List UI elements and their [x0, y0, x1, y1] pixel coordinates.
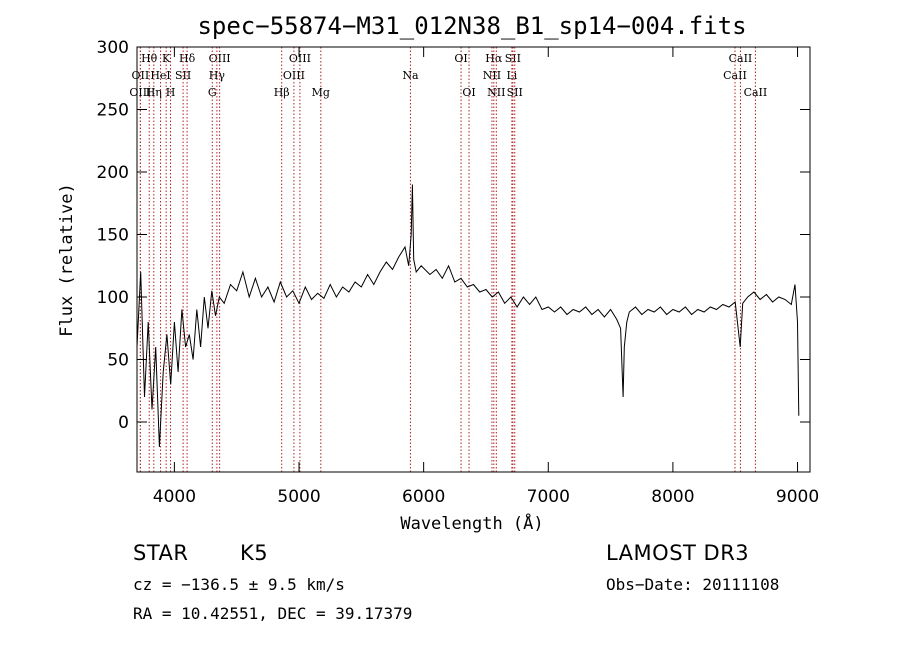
- line-label: Na: [402, 69, 419, 82]
- line-label: CaII: [723, 69, 747, 82]
- line-label: Hη: [146, 86, 162, 99]
- line-label: OI: [454, 52, 467, 65]
- y-tick-label: 300: [97, 38, 129, 58]
- line-label: OI: [462, 86, 475, 99]
- y-tick-label: 250: [97, 101, 129, 121]
- x-tick-label: 7000: [527, 487, 570, 507]
- object-subclass: K5: [240, 541, 269, 565]
- line-label: Li: [506, 69, 517, 82]
- line-label: SII: [507, 86, 523, 99]
- line-label: K: [162, 52, 171, 65]
- y-tick-label: 0: [118, 413, 129, 433]
- y-tick-label: 150: [97, 226, 129, 246]
- ra-dec: RA = 10.42551, DEC = 39.17379: [133, 604, 413, 623]
- x-axis-label: Wavelength (Å): [400, 512, 543, 534]
- line-label: Hθ: [141, 52, 158, 65]
- line-label: Hβ: [274, 86, 290, 99]
- survey-name: LAMOST DR3: [606, 541, 750, 565]
- plot-frame: [136, 46, 811, 473]
- spectrum-line: [136, 184, 800, 448]
- line-label: CaII: [729, 52, 753, 65]
- line-label: H: [166, 86, 176, 99]
- y-tick-label: 100: [97, 288, 129, 308]
- line-label: OIII: [289, 52, 311, 65]
- line-label: OIII: [283, 69, 305, 82]
- y-tick-label: 50: [107, 351, 129, 371]
- line-label: CaII: [744, 86, 768, 99]
- x-tick-label: 8000: [651, 487, 694, 507]
- observation-date: Obs−Date: 20111108: [606, 575, 780, 594]
- y-axis-label: Flux (relative): [57, 183, 77, 337]
- x-tick-label: 5000: [277, 487, 320, 507]
- line-label: Hδ: [179, 52, 196, 65]
- line-label: NII: [483, 69, 501, 82]
- line-label: NII: [487, 86, 505, 99]
- line-label: G: [208, 86, 217, 99]
- x-tick-label: 4000: [153, 487, 196, 507]
- x-tick-label: 6000: [402, 487, 445, 507]
- y-tick-label: 200: [97, 163, 129, 183]
- line-label: HeI: [150, 69, 170, 82]
- line-label: SII: [175, 69, 191, 82]
- chart-title: spec−55874−M31_012N38_B1_sp14−004.fits: [197, 12, 746, 40]
- line-label: SII: [505, 52, 521, 65]
- x-tick-label: 9000: [776, 487, 819, 507]
- line-label: Hγ: [209, 69, 226, 82]
- line-label: OIII: [129, 86, 151, 99]
- redshift-cz: cz = −136.5 ± 9.5 km/s: [133, 575, 345, 594]
- line-label: Mg: [312, 86, 330, 99]
- axis-ticks: 4000 5000 6000 7000 8000 9000 0 50 100 150 200 250 3…: [97, 38, 820, 507]
- line-label: OIII: [209, 52, 231, 65]
- object-class: STAR: [133, 541, 189, 565]
- line-label: Hα: [485, 52, 503, 65]
